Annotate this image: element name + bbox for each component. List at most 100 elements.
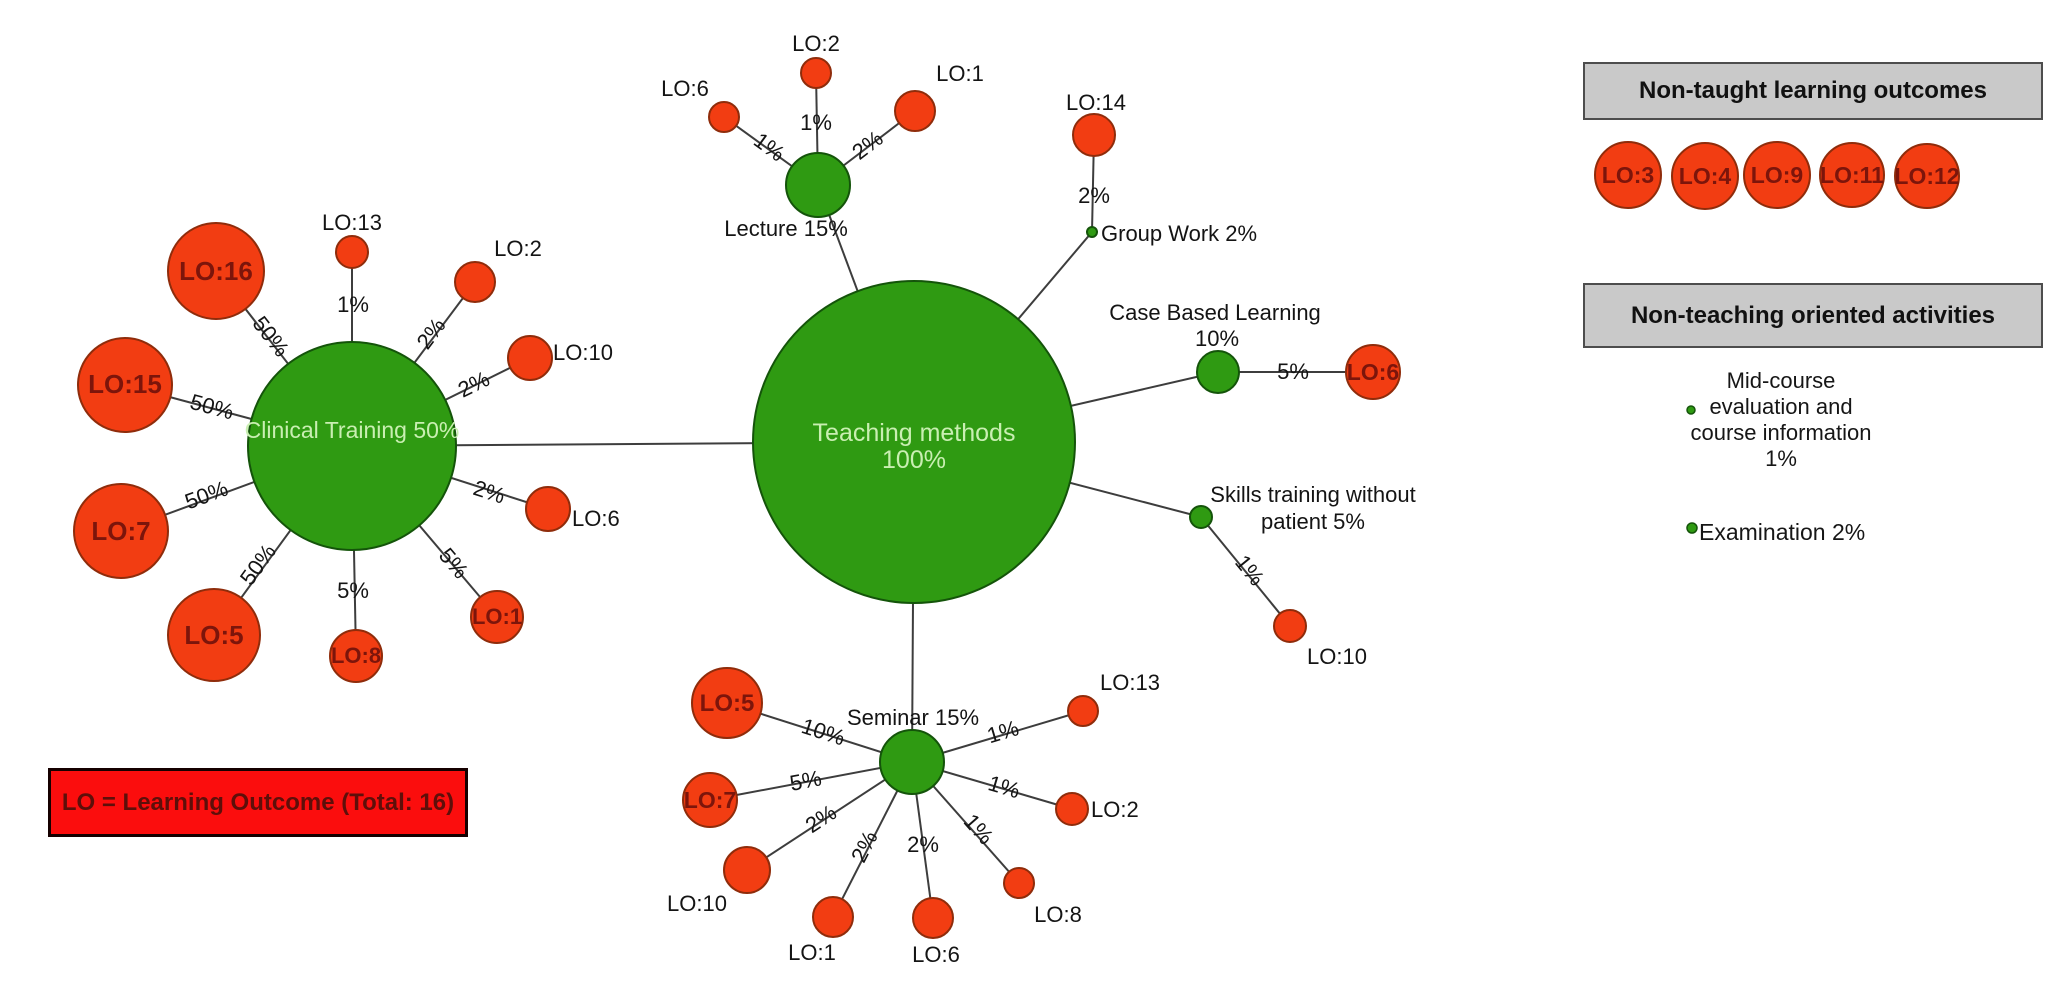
node-label-lec-lo6: LO:6 bbox=[661, 76, 709, 101]
node-label-skills-training: patient 5% bbox=[1261, 509, 1365, 534]
node-gw-lo14 bbox=[1072, 113, 1116, 157]
node-label-ct-lo16: LO:16 bbox=[179, 256, 253, 286]
node-ct-lo15 bbox=[77, 337, 173, 433]
node-teaching-methods bbox=[752, 280, 1076, 604]
legend-text: LO = Learning Outcome (Total: 16) bbox=[61, 788, 455, 816]
node-label-cbl-lo6: LO:6 bbox=[1347, 359, 1399, 385]
node-label-clinical-training: Clinical Training 50% bbox=[245, 417, 460, 443]
node-lec-lo2 bbox=[800, 57, 832, 89]
node-label-ct-lo13: LO:13 bbox=[322, 210, 382, 235]
node-label-sem-lo7: LO:7 bbox=[684, 787, 736, 813]
edge-percentage-label: 2% bbox=[454, 366, 494, 403]
node-label-ct-lo10: LO:10 bbox=[553, 340, 613, 365]
node-ct-lo2 bbox=[454, 261, 496, 303]
node-sem-lo10 bbox=[723, 846, 771, 894]
edge-percentage-label: 2% bbox=[907, 832, 939, 857]
node-cbl-lo6 bbox=[1345, 344, 1401, 400]
edge-percentage-label: 2% bbox=[846, 827, 883, 867]
node-seminar bbox=[879, 729, 945, 795]
node-label-seminar: Seminar 15% bbox=[847, 705, 979, 730]
edge-percentage-label: 2% bbox=[1078, 183, 1110, 208]
node-lecture bbox=[785, 152, 851, 218]
node-label-sem-lo10: LO:10 bbox=[667, 891, 727, 916]
non-taught-outcome-label-0: LO:3 bbox=[1602, 162, 1654, 188]
non-taught-outcome-label-2: LO:9 bbox=[1751, 162, 1803, 188]
edge-percentage-label: 10% bbox=[798, 713, 848, 750]
panel-non-taught-title: Non-taught learning outcomes bbox=[1583, 62, 2043, 120]
node-ct-lo16 bbox=[167, 222, 265, 320]
edge-percentage-label: 5% bbox=[337, 578, 369, 603]
edge-percentage-label: 5% bbox=[788, 765, 824, 795]
non-taught-outcome-circle-0 bbox=[1594, 141, 1662, 209]
node-label-teaching-methods: Teaching methods bbox=[813, 419, 1016, 447]
node-ct-lo6 bbox=[525, 486, 571, 532]
edge-percentage-label: 1% bbox=[800, 110, 832, 135]
edge-percentage-label: 50% bbox=[181, 476, 231, 515]
activity-dot-1 bbox=[1686, 522, 1698, 534]
node-label-sem-lo13: LO:13 bbox=[1100, 670, 1160, 695]
node-case-based-learning bbox=[1196, 350, 1240, 394]
node-label-sem-lo1: LO:1 bbox=[788, 940, 836, 965]
node-ct-lo10 bbox=[507, 335, 553, 381]
non-taught-outcome-circle-4 bbox=[1894, 143, 1960, 209]
edge-percentage-label: 1% bbox=[959, 809, 999, 849]
node-ct-lo5 bbox=[167, 588, 261, 682]
node-sem-lo5 bbox=[691, 667, 763, 739]
edge-line bbox=[709, 761, 913, 801]
non-taught-outcome-circle-2 bbox=[1743, 141, 1811, 209]
node-lec-lo6 bbox=[708, 101, 740, 133]
node-label-ct-lo8: LO:8 bbox=[331, 643, 381, 668]
node-label-skills-lo10: LO:10 bbox=[1307, 644, 1367, 669]
node-ct-lo13 bbox=[335, 235, 369, 269]
edge-percentage-label: 50% bbox=[187, 389, 236, 425]
node-label-ct-lo7: LO:7 bbox=[91, 516, 150, 546]
edge-percentage-label: 50% bbox=[248, 311, 295, 361]
edge-percentage-label: 1% bbox=[1230, 550, 1269, 590]
node-label-ct-lo15: LO:15 bbox=[88, 369, 162, 399]
node-clinical-training bbox=[247, 341, 457, 551]
activity-dot-0 bbox=[1686, 405, 1696, 415]
non-taught-outcome-circle-3 bbox=[1819, 142, 1885, 208]
activity-mid-course-label: Mid-course evaluation and course informa… bbox=[1690, 368, 1872, 471]
node-label-group-work: Group Work 2% bbox=[1101, 221, 1257, 246]
node-sem-lo1 bbox=[812, 896, 854, 938]
non-taught-outcome-label-3: LO:11 bbox=[1820, 162, 1884, 188]
non-taught-outcome-circle-1 bbox=[1671, 142, 1739, 210]
node-label-sem-lo2: LO:2 bbox=[1091, 797, 1139, 822]
node-label-lec-lo2: LO:2 bbox=[792, 31, 840, 56]
edge-percentage-label: 50% bbox=[235, 539, 281, 589]
non-taught-outcome-label-4: LO:12 bbox=[1894, 163, 1959, 189]
node-sem-lo7 bbox=[682, 772, 738, 828]
edge-percentage-label: 5% bbox=[1277, 359, 1309, 384]
node-skills-lo10 bbox=[1273, 609, 1307, 643]
node-sem-lo6 bbox=[912, 897, 954, 939]
panel-non-teaching-title: Non-teaching oriented activities bbox=[1583, 283, 2043, 348]
node-label-ct-lo5: LO:5 bbox=[184, 620, 243, 650]
node-sem-lo2 bbox=[1055, 792, 1089, 826]
node-label-lecture: Lecture 15% bbox=[724, 216, 848, 241]
node-skills-training bbox=[1189, 505, 1213, 529]
node-ct-lo1 bbox=[470, 590, 524, 644]
edge-line bbox=[1200, 516, 1291, 627]
node-label-case-based-learning: Case Based Learning bbox=[1109, 300, 1321, 325]
node-ct-lo7 bbox=[73, 483, 169, 579]
node-lec-lo1 bbox=[894, 90, 936, 132]
edge-percentage-label: 1% bbox=[337, 292, 369, 317]
edge-percentage-label: 2% bbox=[801, 800, 841, 838]
edge-percentage-label: 2% bbox=[411, 313, 450, 353]
node-label-gw-lo14: LO:14 bbox=[1066, 90, 1126, 115]
node-ct-lo8 bbox=[329, 629, 383, 683]
node-sem-lo13 bbox=[1067, 695, 1099, 727]
node-label-ct-lo2: LO:2 bbox=[494, 236, 542, 261]
edge-percentage-label: 1% bbox=[984, 715, 1022, 748]
legend-box: LO = Learning Outcome (Total: 16) bbox=[48, 768, 468, 837]
node-group-work bbox=[1086, 226, 1098, 238]
node-label-lec-lo1: LO:1 bbox=[936, 61, 984, 86]
node-label-teaching-methods: 100% bbox=[882, 446, 946, 474]
node-label-case-based-learning: 10% bbox=[1195, 326, 1239, 351]
activity-examination-label: Examination 2% bbox=[1699, 519, 1866, 545]
node-sem-lo8 bbox=[1003, 867, 1035, 899]
node-label-ct-lo6: LO:6 bbox=[572, 506, 620, 531]
node-label-sem-lo8: LO:8 bbox=[1034, 902, 1082, 927]
